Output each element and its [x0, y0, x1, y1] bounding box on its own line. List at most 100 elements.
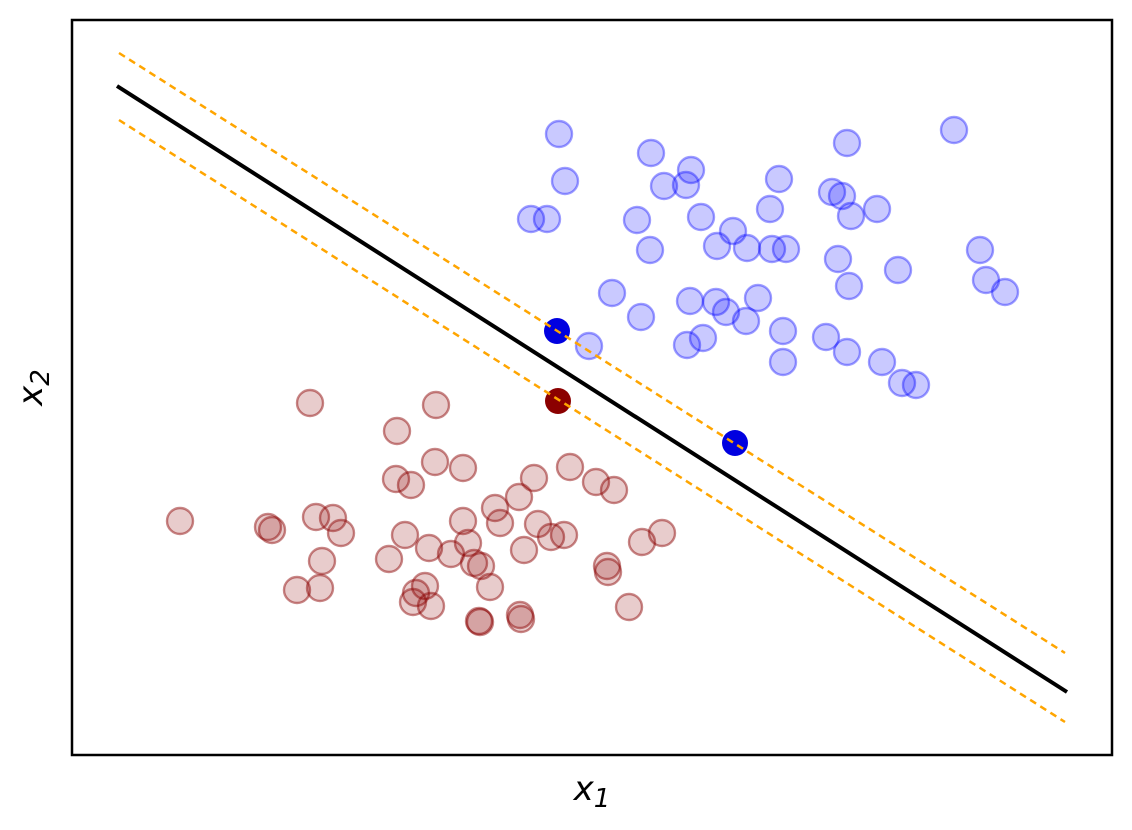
class-red-samples-point — [627, 527, 657, 557]
class-blue-samples-point — [711, 297, 741, 327]
class-red-samples-point — [459, 548, 489, 578]
class-red-samples-point — [295, 388, 325, 418]
class-red-samples-point — [448, 506, 478, 536]
support-vectors-red-point — [545, 388, 571, 414]
margin-upper — [118, 51, 1066, 655]
class-red-samples-point — [374, 544, 404, 574]
class-red-samples-point — [549, 520, 579, 550]
support-vectors-blue — [544, 318, 748, 456]
class-red-samples-point — [581, 467, 611, 497]
class-blue-samples-point — [702, 231, 732, 261]
class-blue-samples-point — [550, 166, 580, 196]
class-blue-samples-point — [676, 155, 706, 185]
class-red-samples-point — [504, 482, 534, 512]
class-red-samples-point — [614, 592, 644, 622]
class-blue-samples-point — [887, 368, 917, 398]
class-blue-samples-point — [823, 244, 853, 274]
class-blue-samples-point — [686, 202, 716, 232]
class-red-samples-point — [381, 464, 411, 494]
class-red-samples-point — [436, 539, 466, 569]
class-red-samples-point — [326, 518, 356, 548]
class-red-samples-point — [165, 506, 195, 536]
class-red-samples-point — [301, 502, 331, 532]
class-blue-samples-point — [883, 255, 913, 285]
class-red-samples-point — [519, 463, 549, 493]
class-blue-samples-point — [675, 286, 705, 316]
class-blue-samples-point — [965, 235, 995, 265]
class-red-samples-point — [464, 606, 494, 636]
class-blue-samples-point — [990, 277, 1020, 307]
class-blue-samples-point — [626, 302, 656, 332]
class-blue-samples-point — [731, 306, 761, 336]
x-axis-label: x1 — [573, 769, 611, 814]
class-blue-samples-point — [867, 347, 897, 377]
class-red-samples-point — [253, 512, 283, 542]
class-blue-samples-point — [862, 194, 892, 224]
support-vectors-blue-point — [722, 430, 748, 456]
class-blue-samples-point — [701, 287, 731, 317]
class-blue-samples-point — [544, 119, 574, 149]
class-blue-samples-point — [532, 204, 562, 234]
class-red-samples-point — [448, 453, 478, 483]
class-red-samples-point — [318, 503, 348, 533]
class-red-samples-point — [416, 591, 446, 621]
class-blue-samples-point — [836, 201, 866, 231]
class-red-samples-point — [307, 546, 337, 576]
scatter-points-layer — [165, 115, 1020, 637]
class-red-samples-point — [505, 600, 535, 630]
class-blue-samples — [516, 115, 1020, 400]
class-red-samples-point — [592, 551, 622, 581]
class-blue-samples-point — [939, 115, 969, 145]
class-blue-samples-point — [755, 194, 785, 224]
decision-boundary — [115, 84, 1069, 694]
class-red-samples-point — [506, 604, 536, 634]
plot-frame — [70, 18, 1114, 757]
class-red-samples-point — [414, 533, 444, 563]
class-red-samples-point — [401, 578, 431, 608]
class-blue-samples-point — [672, 330, 702, 360]
class-blue-samples-point — [764, 164, 794, 194]
class-blue-samples-point — [771, 234, 801, 264]
class-red-samples-point — [257, 515, 287, 545]
class-red-samples — [165, 388, 677, 637]
support-vectors-red — [545, 388, 571, 414]
class-blue-samples-point — [649, 171, 679, 201]
class-red-samples-point — [396, 470, 426, 500]
class-red-samples-point — [466, 551, 496, 581]
class-blue-samples-point — [971, 265, 1001, 295]
class-red-samples-point — [305, 573, 335, 603]
class-blue-samples-point — [757, 234, 787, 264]
class-blue-samples-point — [732, 233, 762, 263]
class-blue-samples-point — [718, 216, 748, 246]
class-blue-samples-point — [671, 170, 701, 200]
class-blue-samples-point — [574, 331, 604, 361]
class-blue-samples-point — [743, 283, 773, 313]
class-blue-samples-point — [597, 278, 627, 308]
class-red-samples-point — [410, 571, 440, 601]
class-red-samples-point — [480, 493, 510, 523]
class-blue-samples-point — [901, 370, 931, 400]
class-blue-samples-point — [516, 204, 546, 234]
class-red-samples-point — [599, 475, 629, 505]
class-red-samples-point — [465, 607, 495, 637]
class-red-samples-point — [420, 447, 450, 477]
class-red-samples-point — [555, 452, 585, 482]
class-blue-samples-point — [811, 322, 841, 352]
class-red-samples-point — [390, 520, 420, 550]
class-blue-samples-point — [622, 205, 652, 235]
margin-lower — [118, 118, 1066, 724]
class-blue-samples-point — [768, 347, 798, 377]
class-red-samples-point — [421, 390, 451, 420]
class-red-samples-point — [282, 575, 312, 605]
class-blue-samples-point — [834, 271, 864, 301]
y-axis-label: x2 — [11, 369, 56, 407]
class-red-samples-point — [382, 416, 412, 446]
class-blue-samples-point — [832, 128, 862, 158]
class-blue-samples-point — [832, 337, 862, 367]
class-blue-samples-point — [827, 181, 857, 211]
class-red-samples-point — [523, 509, 553, 539]
class-red-samples-point — [485, 508, 515, 538]
class-red-samples-point — [475, 572, 505, 602]
boundary-and-margin-lines-layer — [115, 51, 1069, 724]
